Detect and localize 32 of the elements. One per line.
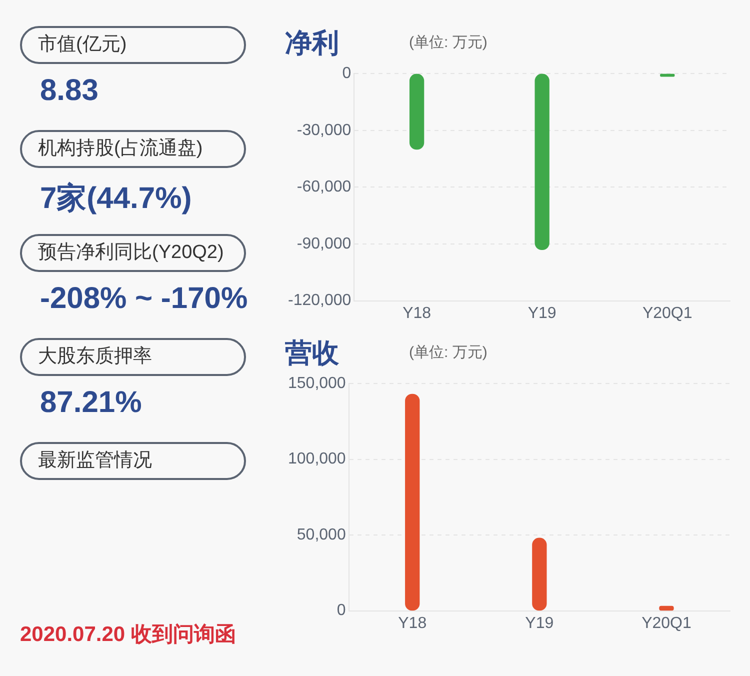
text: -208% ~ -170% <box>40 282 248 315</box>
y-tick-label: 0 <box>336 602 346 620</box>
chart-subtitle: (单位: 万元) <box>409 343 488 362</box>
y-tick-label: 0 <box>342 65 352 82</box>
text: 2020.07.20 收到问询函 <box>20 622 236 648</box>
y-tick-label: -60,000 <box>296 178 352 196</box>
x-tick-label: Y19 <box>525 614 554 632</box>
y-tick-label: 50,000 <box>296 526 346 544</box>
category-label: 大股东质押率 <box>20 338 246 376</box>
text: 87.21% <box>40 386 142 419</box>
chart-title: 净利 <box>285 27 339 60</box>
category-label: 机构持股(占流通盘) <box>20 130 246 168</box>
x-tick-label: Y18 <box>398 614 427 632</box>
y-tick-label: 100,000 <box>288 450 346 468</box>
chart-title: 营收 <box>285 337 339 370</box>
x-tick-label: Y19 <box>528 304 556 322</box>
y-tick-label: -120,000 <box>288 292 352 310</box>
y-tick-label: -90,000 <box>296 235 352 252</box>
bar <box>405 394 420 611</box>
text: 7家(44.7%) <box>40 182 192 215</box>
y-tick-label: -30,000 <box>296 122 352 139</box>
text: 8.83 <box>40 74 98 107</box>
y-tick-label: 150,000 <box>288 375 346 392</box>
x-tick-label: Y20Q1 <box>642 614 692 632</box>
x-tick-label: Y18 <box>402 304 432 322</box>
x-tick-label: Y20Q1 <box>642 304 692 322</box>
category-label: 最新监管情况 <box>20 442 246 480</box>
category-label: 市值(亿元) <box>20 26 246 64</box>
category-label: 预告净利同比(Y20Q2) <box>20 234 246 272</box>
bar <box>532 538 547 611</box>
chart-subtitle: (单位: 万元) <box>409 33 488 52</box>
bar <box>659 606 674 611</box>
